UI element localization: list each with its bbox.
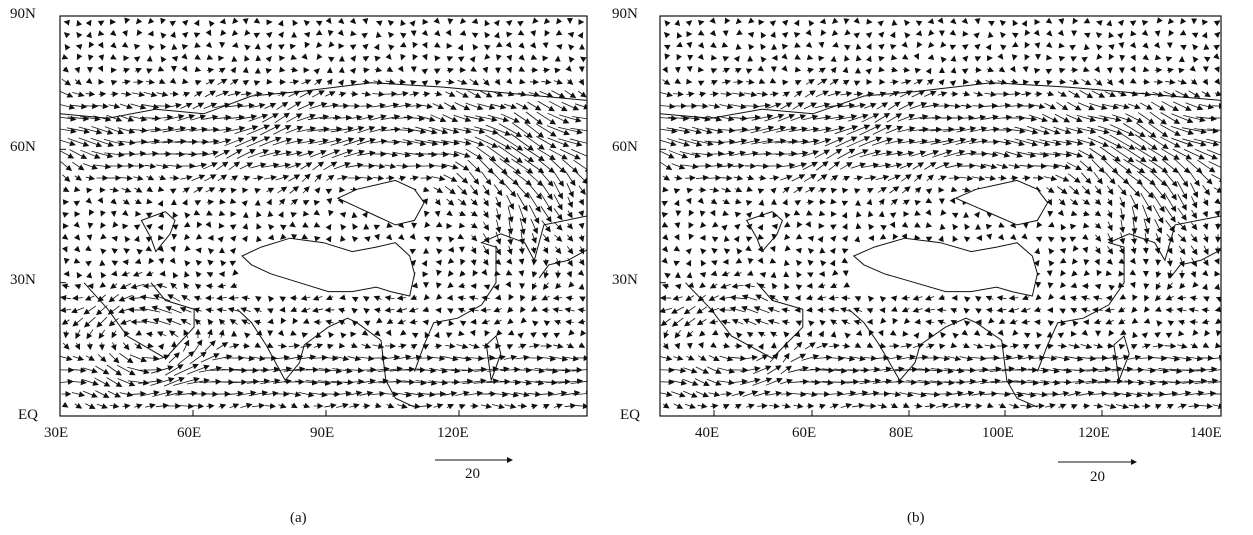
wind-vectors	[60, 17, 587, 410]
lat-label-eq: EQ	[18, 407, 38, 423]
lon-label-120e: 120E	[437, 425, 469, 441]
panel-caption-a: (a)	[290, 510, 307, 526]
lat-label-90n: 90N	[10, 6, 36, 22]
panel-caption-b: (b)	[907, 510, 925, 526]
lon-label-60e: 60E	[177, 425, 202, 441]
tibetan-plateau-mask	[241, 179, 425, 297]
wind-vector-map-a	[59, 15, 588, 463]
reference-vector-label-b: 20	[1090, 469, 1105, 485]
lat-label-30n: 30N	[10, 272, 36, 288]
reference-vector-label-a: 20	[465, 466, 480, 482]
map-frame	[659, 15, 1222, 417]
lon-label-80e: 80E	[889, 425, 914, 441]
lat-label-60n-b: 60N	[612, 139, 638, 155]
coastlines	[60, 82, 587, 408]
lon-label-90e: 90E	[310, 425, 335, 441]
map-frame	[59, 15, 588, 417]
lon-label-30e: 30E	[44, 425, 69, 441]
coastlines	[660, 82, 1221, 408]
lat-label-60n: 60N	[10, 139, 36, 155]
lon-label-100e: 100E	[982, 425, 1014, 441]
wind-vectors	[660, 17, 1221, 410]
lon-label-120e-b: 120E	[1078, 425, 1110, 441]
lat-label-90n-b: 90N	[612, 6, 638, 22]
lon-label-140e: 140E	[1190, 425, 1222, 441]
lat-label-30n-b: 30N	[612, 272, 638, 288]
lon-label-60e-b: 60E	[792, 425, 817, 441]
lon-label-40e: 40E	[695, 425, 720, 441]
tibetan-plateau-mask	[852, 179, 1049, 297]
lat-label-eq-b: EQ	[620, 407, 640, 423]
